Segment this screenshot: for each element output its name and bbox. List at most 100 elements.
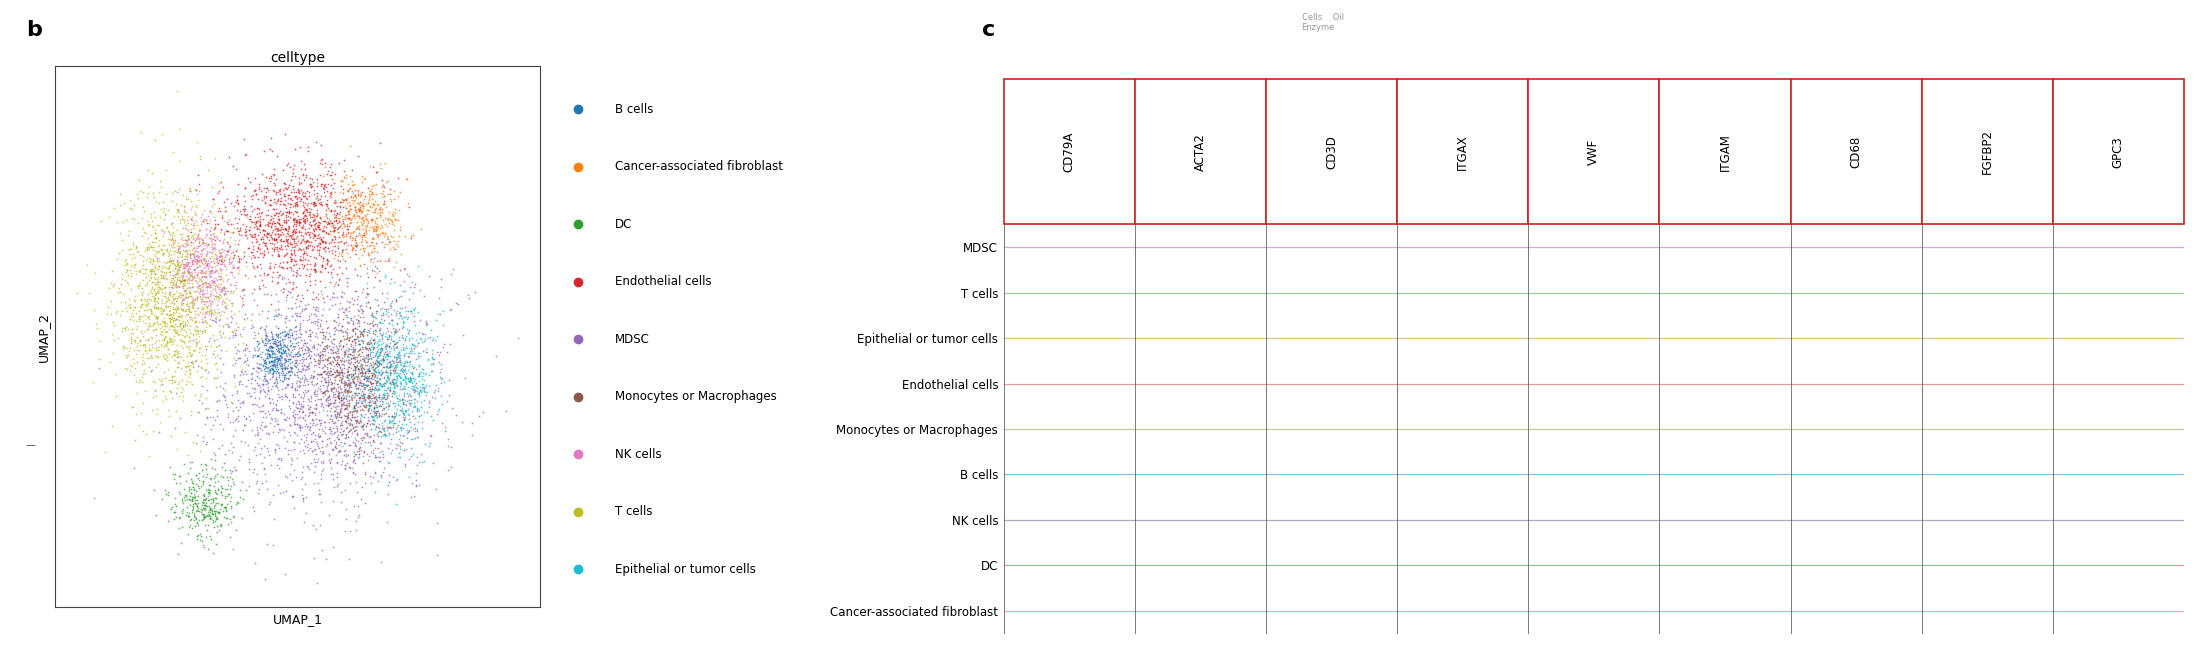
Point bbox=[234, 287, 269, 298]
Point bbox=[163, 268, 199, 279]
Point bbox=[216, 261, 251, 272]
Point bbox=[315, 444, 351, 454]
Point bbox=[318, 281, 353, 292]
Point bbox=[362, 401, 397, 411]
Point bbox=[212, 257, 247, 267]
Point bbox=[243, 234, 278, 245]
Point bbox=[366, 372, 401, 382]
Point bbox=[267, 199, 302, 210]
Point bbox=[390, 333, 426, 343]
Point bbox=[311, 242, 346, 253]
Point bbox=[338, 190, 373, 201]
Point bbox=[331, 206, 366, 216]
Point bbox=[353, 373, 388, 383]
Point bbox=[395, 449, 430, 460]
Point bbox=[388, 323, 424, 334]
Point bbox=[201, 267, 236, 278]
Point bbox=[238, 221, 274, 232]
Point bbox=[278, 338, 313, 348]
Point bbox=[154, 228, 190, 238]
Point bbox=[159, 345, 194, 356]
Point bbox=[390, 343, 426, 354]
Point bbox=[161, 321, 196, 331]
Point bbox=[362, 209, 397, 220]
Point bbox=[324, 365, 360, 376]
Point bbox=[161, 311, 196, 321]
Point bbox=[263, 285, 298, 296]
Point bbox=[183, 244, 218, 255]
Point bbox=[373, 376, 408, 387]
Point bbox=[157, 474, 192, 484]
Point bbox=[371, 350, 406, 360]
Point bbox=[375, 374, 410, 385]
Point bbox=[338, 435, 373, 446]
Point bbox=[229, 354, 265, 365]
Point bbox=[227, 314, 263, 325]
Point bbox=[315, 263, 351, 274]
Point bbox=[293, 350, 329, 361]
Point bbox=[313, 384, 349, 395]
Point bbox=[236, 387, 271, 397]
Point bbox=[329, 458, 364, 469]
Point bbox=[362, 390, 397, 401]
Point bbox=[355, 387, 390, 398]
Point bbox=[432, 442, 468, 452]
Point bbox=[276, 184, 311, 195]
Point bbox=[355, 383, 390, 394]
Point bbox=[344, 378, 379, 388]
Point bbox=[371, 401, 406, 412]
Point bbox=[172, 249, 207, 260]
Point bbox=[355, 343, 390, 354]
Point bbox=[185, 542, 221, 552]
Point bbox=[75, 376, 110, 387]
Point bbox=[240, 429, 276, 440]
Point bbox=[351, 366, 386, 376]
Point bbox=[168, 193, 203, 204]
Point bbox=[258, 180, 293, 191]
Point bbox=[344, 329, 379, 340]
Point bbox=[353, 400, 388, 411]
Point bbox=[401, 389, 437, 399]
Point bbox=[263, 228, 298, 239]
Point bbox=[285, 226, 320, 237]
Point bbox=[351, 354, 386, 364]
Point bbox=[207, 395, 243, 405]
Point bbox=[368, 365, 404, 376]
Point bbox=[309, 315, 344, 326]
Point bbox=[276, 221, 311, 232]
Point bbox=[401, 368, 437, 379]
Point bbox=[311, 228, 346, 239]
Point bbox=[276, 219, 311, 230]
Point bbox=[309, 199, 344, 209]
Point bbox=[210, 320, 245, 331]
Point bbox=[254, 352, 289, 362]
Point bbox=[362, 438, 397, 449]
Point bbox=[351, 393, 386, 404]
Point bbox=[388, 373, 424, 383]
Point bbox=[165, 295, 201, 306]
Point bbox=[172, 494, 207, 504]
Point bbox=[214, 228, 249, 238]
Point bbox=[161, 260, 196, 271]
Point bbox=[318, 409, 353, 420]
Point bbox=[128, 246, 163, 256]
Point bbox=[276, 270, 311, 280]
Point bbox=[313, 269, 349, 279]
Point bbox=[342, 444, 377, 454]
Point bbox=[124, 375, 159, 385]
Point bbox=[258, 234, 293, 244]
Point bbox=[192, 206, 227, 216]
Point bbox=[401, 385, 437, 395]
Point bbox=[232, 346, 267, 356]
Point bbox=[318, 392, 353, 403]
Point bbox=[192, 225, 227, 236]
Point bbox=[329, 197, 364, 208]
Point bbox=[247, 333, 282, 344]
Point bbox=[364, 446, 399, 457]
Point bbox=[194, 494, 229, 505]
Point bbox=[274, 244, 309, 255]
Point bbox=[176, 362, 212, 372]
Point bbox=[304, 387, 340, 397]
Point bbox=[362, 426, 397, 436]
Point bbox=[293, 408, 329, 418]
